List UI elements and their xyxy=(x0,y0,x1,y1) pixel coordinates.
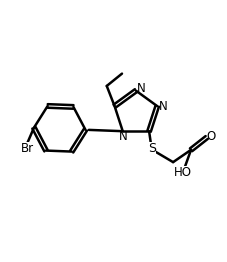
Text: N: N xyxy=(137,82,146,95)
Text: N: N xyxy=(119,130,128,143)
Text: HO: HO xyxy=(174,166,192,179)
Text: Br: Br xyxy=(21,142,34,155)
Text: O: O xyxy=(207,130,216,143)
Text: S: S xyxy=(148,142,156,155)
Text: N: N xyxy=(159,100,168,113)
